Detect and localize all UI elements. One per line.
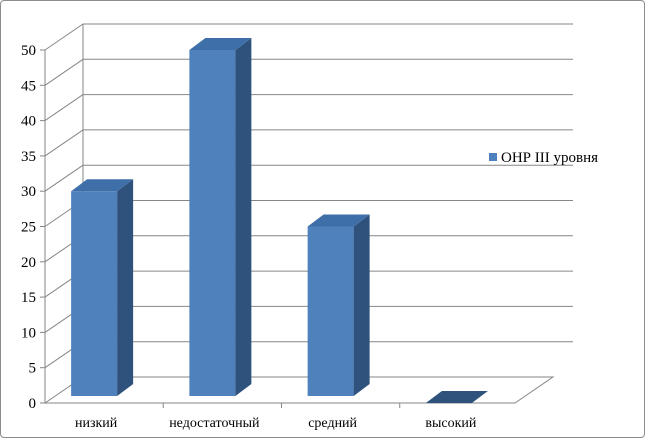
x-tick-label: средний: [308, 416, 357, 431]
legend: ОНР III уровня: [489, 150, 598, 166]
y-tick-label: 45: [21, 78, 36, 94]
labels: 0 5 10 15 20 25 30 35 40 45 50 низкий недостаточный с…: [21, 43, 477, 431]
y-tick-label: 0: [29, 396, 37, 412]
y-tick-label: 35: [21, 149, 36, 165]
bar-side: [117, 179, 134, 396]
y-tick-label: 50: [21, 43, 36, 59]
gridline-wall: [44, 23, 84, 51]
bar-front: [71, 191, 118, 396]
bar-top: [189, 38, 252, 50]
x-tick-label: высокий: [425, 416, 477, 431]
legend-swatch: [489, 153, 497, 161]
x-tick-label: низкий: [75, 416, 118, 431]
bar-2: [189, 38, 252, 396]
bar-top: [71, 179, 134, 192]
x-tick-label: недостаточный: [169, 416, 260, 431]
bar-top: [307, 214, 370, 227]
gridline-wall: [44, 164, 84, 192]
y-tick-label: 20: [21, 255, 36, 271]
legend-label: ОНР III уровня: [501, 150, 598, 166]
y-tick-label: 15: [21, 290, 36, 306]
bar-side: [235, 38, 252, 396]
bar-top: [425, 391, 488, 403]
bar-front: [307, 226, 354, 396]
y-tick-label: 40: [21, 114, 36, 130]
bar-side: [353, 214, 370, 396]
y-tick-label: 30: [21, 184, 36, 200]
bar-3: [307, 214, 370, 396]
bar-4: [425, 391, 488, 403]
gridline-wall: [44, 129, 84, 157]
y-tick-label: 10: [21, 325, 36, 341]
gridline-wall: [44, 94, 84, 122]
bar-front: [189, 50, 236, 396]
bars: [71, 38, 488, 403]
y-tick-label: 25: [21, 220, 36, 236]
gridline-wall: [44, 58, 84, 86]
y-tick-label: 5: [29, 361, 37, 377]
bar-1: [71, 179, 134, 396]
